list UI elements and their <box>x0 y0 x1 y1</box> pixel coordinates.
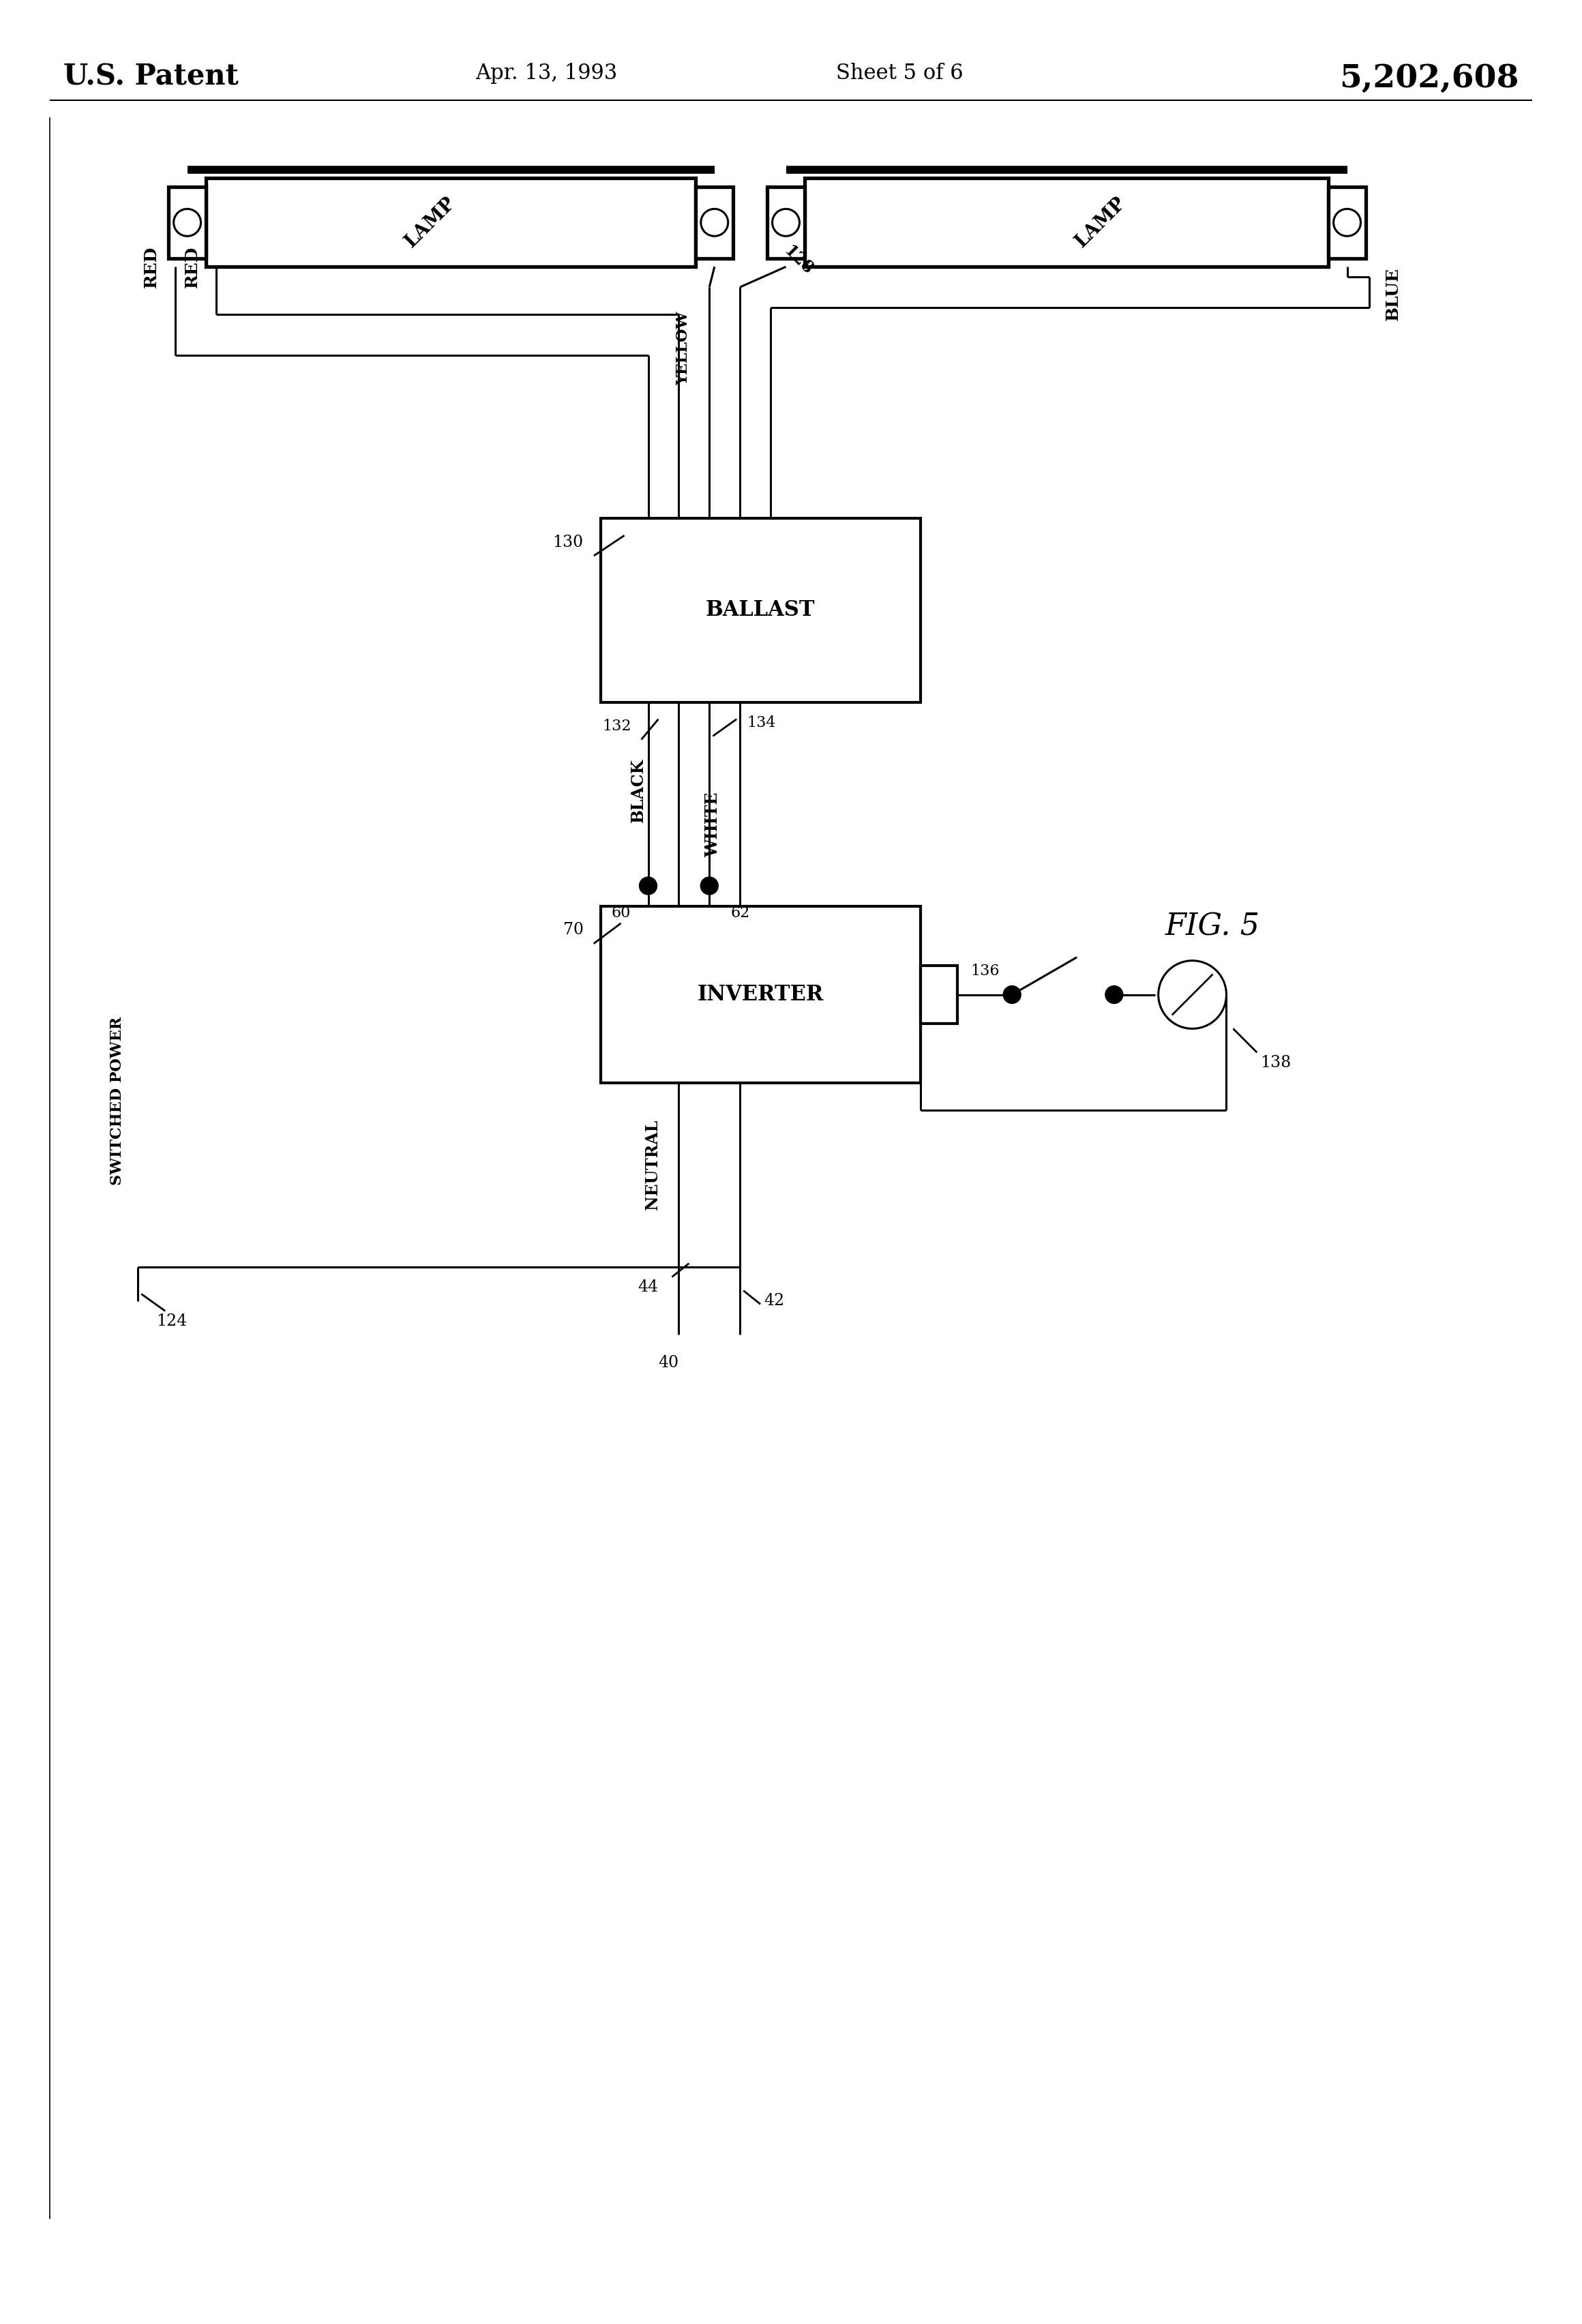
Bar <box>601 906 921 1083</box>
Text: 70: 70 <box>563 923 584 939</box>
Text: BALLAST: BALLAST <box>706 600 815 621</box>
Text: 130: 130 <box>552 535 584 551</box>
Text: RED: RED <box>144 246 160 288</box>
Text: 124: 124 <box>157 1313 187 1329</box>
Text: LAMP: LAMP <box>402 193 459 251</box>
Bar <box>805 179 1329 267</box>
Text: 42: 42 <box>764 1292 785 1308</box>
Bar <box>601 518 921 702</box>
Text: 128: 128 <box>782 242 816 277</box>
Bar <box>1329 186 1365 258</box>
Text: 60: 60 <box>611 906 631 920</box>
Bar <box>169 186 206 258</box>
Circle shape <box>1003 985 1020 1004</box>
Bar <box>696 186 732 258</box>
Text: RED: RED <box>184 246 201 288</box>
Bar <box>767 186 805 258</box>
Text: 44: 44 <box>638 1278 658 1294</box>
Circle shape <box>1106 985 1123 1004</box>
Text: Apr. 13, 1993: Apr. 13, 1993 <box>475 63 617 84</box>
Text: 40: 40 <box>658 1355 679 1371</box>
Circle shape <box>701 876 718 895</box>
Text: INVERTER: INVERTER <box>698 983 824 1006</box>
Text: SWITCHED POWER: SWITCHED POWER <box>111 1016 125 1185</box>
Text: 62: 62 <box>731 906 750 920</box>
Text: BLUE: BLUE <box>1384 267 1402 321</box>
Text: NEUTRAL: NEUTRAL <box>645 1120 661 1211</box>
Text: FIG. 5: FIG. 5 <box>1166 911 1261 941</box>
Circle shape <box>639 876 657 895</box>
Text: Sheet 5 of 6: Sheet 5 of 6 <box>837 63 963 84</box>
Text: YELLOW: YELLOW <box>676 311 691 386</box>
Bar <box>206 179 696 267</box>
Text: 134: 134 <box>747 716 775 730</box>
Text: 136: 136 <box>970 964 1000 978</box>
Text: 132: 132 <box>603 718 631 734</box>
Text: WHITE: WHITE <box>704 792 721 858</box>
Text: LAMP: LAMP <box>1071 193 1130 251</box>
Text: 5,202,608: 5,202,608 <box>1340 63 1519 93</box>
Text: U.S. Patent: U.S. Patent <box>63 63 239 91</box>
Text: 138: 138 <box>1261 1055 1291 1071</box>
Bar <box>921 967 957 1023</box>
Text: BLACK: BLACK <box>630 758 645 823</box>
